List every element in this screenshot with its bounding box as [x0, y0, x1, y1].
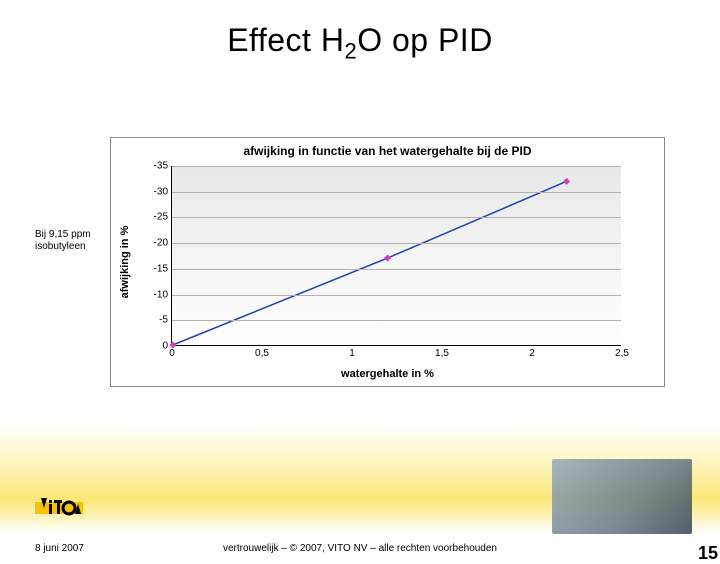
gridline — [172, 320, 621, 321]
y-tick-label: -20 — [154, 238, 168, 249]
x-tick-label: 0,5 — [255, 348, 269, 359]
x-axis-label: watergehalte in % — [341, 368, 434, 380]
x-tick-label: 1,5 — [435, 348, 449, 359]
gridline — [172, 166, 621, 167]
y-axis-label: afwijking in % — [119, 226, 131, 299]
y-tick-label: -35 — [154, 161, 168, 172]
title-post: O op PID — [357, 22, 493, 58]
plot-area: 0-5-10-15-20-25-30-3500,511,522,5 — [171, 166, 621, 346]
chart-title: afwijking in functie van het watergehalt… — [111, 144, 664, 158]
gridline — [172, 269, 621, 270]
slide-title: Effect H2O op PID — [0, 22, 720, 64]
side-note-l2: isobutyleen — [35, 241, 86, 252]
footer-date: 8 juni 2007 — [35, 543, 84, 554]
y-tick-label: -25 — [154, 212, 168, 223]
data-point — [384, 255, 391, 262]
title-sub: 2 — [344, 38, 357, 63]
footer-photo — [552, 459, 692, 534]
chart-svg — [172, 166, 621, 345]
x-tick-label: 2,5 — [615, 348, 629, 359]
title-pre: Effect H — [227, 22, 344, 58]
y-tick-label: -30 — [154, 186, 168, 197]
side-note-l1: Bij 9,15 ppm — [35, 229, 91, 240]
x-tick-label: 2 — [529, 348, 535, 359]
data-point — [563, 178, 570, 185]
gridline — [172, 192, 621, 193]
side-note: Bij 9,15 ppm isobutyleen — [35, 229, 91, 253]
page-number: 15 — [698, 543, 718, 564]
y-tick-label: 0 — [162, 341, 168, 352]
gridline — [172, 243, 621, 244]
y-tick-label: -10 — [154, 289, 168, 300]
y-tick-label: -15 — [154, 263, 168, 274]
x-tick-label: 0 — [169, 348, 175, 359]
x-tick-label: 1 — [349, 348, 355, 359]
y-tick-label: -5 — [159, 315, 168, 326]
vito-logo — [35, 494, 83, 522]
chart-container: afwijking in functie van het watergehalt… — [110, 137, 665, 387]
footer-copyright: vertrouwelijk – © 2007, VITO NV – alle r… — [223, 543, 497, 554]
gridline — [172, 217, 621, 218]
gridline — [172, 295, 621, 296]
